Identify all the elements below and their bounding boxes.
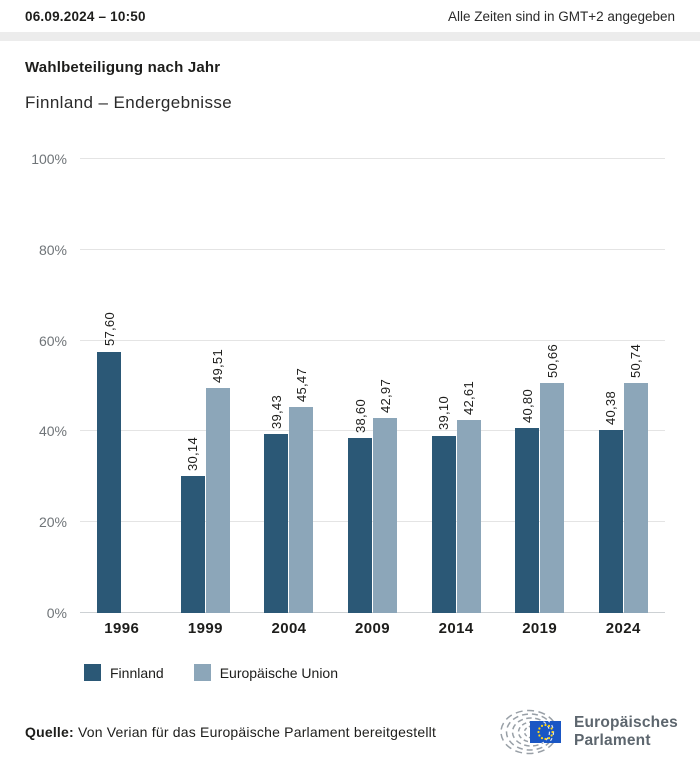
bar-group-1996: 57,60 bbox=[80, 159, 164, 613]
bar-slot-finnland-2004: 39,43 bbox=[264, 159, 289, 613]
bar-finnland-2024 bbox=[598, 429, 623, 613]
plot-area: 0% 20% 40% 60% 80% 100% 57,60 30,14 49,51 39,43 4… bbox=[31, 152, 665, 620]
eu-flag-stars bbox=[537, 723, 554, 741]
bar-group-2024: 40,38 50,74 bbox=[581, 159, 665, 613]
gridline bbox=[80, 430, 665, 432]
bar-finnland-2009 bbox=[348, 437, 373, 613]
x-axis-label-2019: 2019 bbox=[522, 620, 558, 637]
bar-slot-eu-1996 bbox=[122, 159, 146, 613]
x-axis-label-2014: 2014 bbox=[438, 620, 474, 637]
bar-finnland-2019 bbox=[515, 427, 540, 613]
gridline bbox=[80, 248, 665, 250]
bar-group-2004: 39,43 45,47 bbox=[247, 159, 331, 613]
footer: Quelle: Von Verian für das Europäische P… bbox=[0, 705, 700, 759]
bar-value-label: 42,97 bbox=[377, 378, 393, 413]
bar-eu-2009 bbox=[373, 417, 398, 613]
bar-value-label: 39,10 bbox=[436, 396, 452, 431]
bar-group-2009: 38,60 42,97 bbox=[331, 159, 415, 613]
eu-flag bbox=[529, 721, 561, 743]
bar-finnland-2014 bbox=[431, 435, 456, 613]
y-tick-label: 0% bbox=[46, 605, 67, 621]
legend-item-finnland: Finnland bbox=[84, 664, 164, 681]
source-label: Quelle: bbox=[25, 724, 74, 740]
bar-eu-2014 bbox=[456, 419, 481, 613]
bar-value-label: 57,60 bbox=[101, 312, 117, 347]
gridline bbox=[80, 158, 665, 159]
bar-finnland-2004 bbox=[264, 434, 289, 613]
european-parliament-logo: Europäisches Parlament bbox=[500, 705, 678, 759]
bar-slot-eu-2024: 50,74 bbox=[623, 159, 648, 613]
legend-swatch-finnland bbox=[84, 664, 101, 681]
bar-eu-2019 bbox=[540, 383, 565, 613]
gridline bbox=[80, 612, 665, 613]
bar-slot-finnland-1999: 30,14 bbox=[180, 159, 205, 613]
bar-value-label: 30,14 bbox=[185, 437, 201, 472]
bar-slot-eu-2019: 50,66 bbox=[540, 159, 565, 613]
ep-logo-text-line2: Parlament bbox=[573, 732, 651, 749]
y-tick-label: 80% bbox=[38, 241, 67, 258]
bar-value-label: 50,66 bbox=[544, 343, 560, 379]
legend: Finnland Europäische Union bbox=[84, 664, 700, 681]
bar-eu-2024 bbox=[623, 382, 648, 613]
bar-eu-1999 bbox=[205, 388, 230, 613]
source-note: Quelle: Von Verian für das Europäische P… bbox=[25, 724, 436, 740]
bar-value-label: 38,60 bbox=[352, 398, 368, 433]
bar-slot-finnland-2024: 40,38 bbox=[598, 159, 623, 613]
source-text: Von Verian für das Europäische Parlament… bbox=[73, 724, 437, 740]
gridline bbox=[80, 339, 665, 341]
x-axis-label-2024: 2024 bbox=[605, 620, 641, 637]
turnout-bar-chart: 0% 20% 40% 60% 80% 100% 57,60 30,14 49,51 39,43 4… bbox=[0, 152, 700, 637]
bar-eu-2004 bbox=[289, 406, 314, 613]
bar-group-2019: 40,80 50,66 bbox=[498, 159, 582, 613]
ep-logo-text: Europäisches Parlament bbox=[574, 714, 678, 751]
bar-slot-eu-1999: 49,51 bbox=[205, 159, 230, 613]
bar-value-label: 49,51 bbox=[210, 349, 226, 384]
legend-label-eu: Europäische Union bbox=[219, 664, 338, 681]
bar-slot-finnland-1996: 57,60 bbox=[97, 159, 122, 613]
x-axis-label-1999: 1999 bbox=[187, 620, 223, 637]
bar-slot-finnland-2014: 39,10 bbox=[431, 159, 456, 613]
bar-slot-finnland-2009: 38,60 bbox=[348, 159, 373, 613]
y-tick-label: 20% bbox=[38, 514, 67, 531]
y-tick-label: 60% bbox=[38, 332, 67, 349]
bar-value-label: 50,74 bbox=[628, 343, 644, 378]
x-axis-label-2004: 2004 bbox=[271, 620, 307, 637]
y-tick-label: 40% bbox=[38, 423, 67, 440]
bar-group-1999: 30,14 49,51 bbox=[164, 159, 248, 613]
bar-value-label: 40,38 bbox=[603, 390, 619, 425]
x-axis-label-2009: 2009 bbox=[355, 620, 391, 637]
bar-slot-eu-2004: 45,47 bbox=[289, 159, 314, 613]
bar-value-label: 39,43 bbox=[268, 394, 284, 429]
bar-value-label: 42,61 bbox=[461, 380, 477, 415]
page-subtitle: Finnland – Endergebnisse bbox=[25, 93, 233, 112]
bar-slot-eu-2014: 42,61 bbox=[456, 159, 481, 613]
legend-item-eu: Europäische Union bbox=[193, 664, 338, 681]
bar-finnland-1999 bbox=[180, 476, 205, 613]
page-title: Wahlbeteiligung nach Jahr bbox=[25, 59, 221, 76]
bar-groups: 57,60 30,14 49,51 39,43 45,47 38,60 42,97 39,10… bbox=[80, 159, 665, 613]
legend-label-finnland: Finnland bbox=[110, 664, 164, 681]
report-datetime: 06.09.2024 – 10:50 bbox=[25, 8, 146, 24]
gridline bbox=[80, 521, 665, 523]
bar-slot-eu-2009: 42,97 bbox=[373, 159, 398, 613]
bar-slot-finnland-2019: 40,80 bbox=[515, 159, 540, 613]
timezone-note: Alle Zeiten sind in GMT+2 angegeben bbox=[447, 8, 675, 24]
bar-finnland-1996 bbox=[97, 351, 122, 613]
ep-logo-mark bbox=[500, 709, 561, 755]
bar-group-2014: 39,10 42,61 bbox=[414, 159, 498, 613]
y-tick-label: 100% bbox=[31, 151, 67, 167]
x-axis-labels: 1996 1999 2004 2009 2014 2019 2024 bbox=[80, 620, 665, 637]
x-axis-label-1996: 1996 bbox=[104, 620, 140, 637]
header-bar: 06.09.2024 – 10:50 Alle Zeiten sind in G… bbox=[0, 0, 700, 32]
bar-value-label: 45,47 bbox=[293, 367, 309, 402]
header-divider bbox=[0, 32, 700, 41]
bar-value-label: 40,80 bbox=[519, 388, 535, 423]
legend-swatch-eu bbox=[193, 664, 211, 681]
ep-logo-text-line1: Europäisches bbox=[573, 713, 678, 731]
